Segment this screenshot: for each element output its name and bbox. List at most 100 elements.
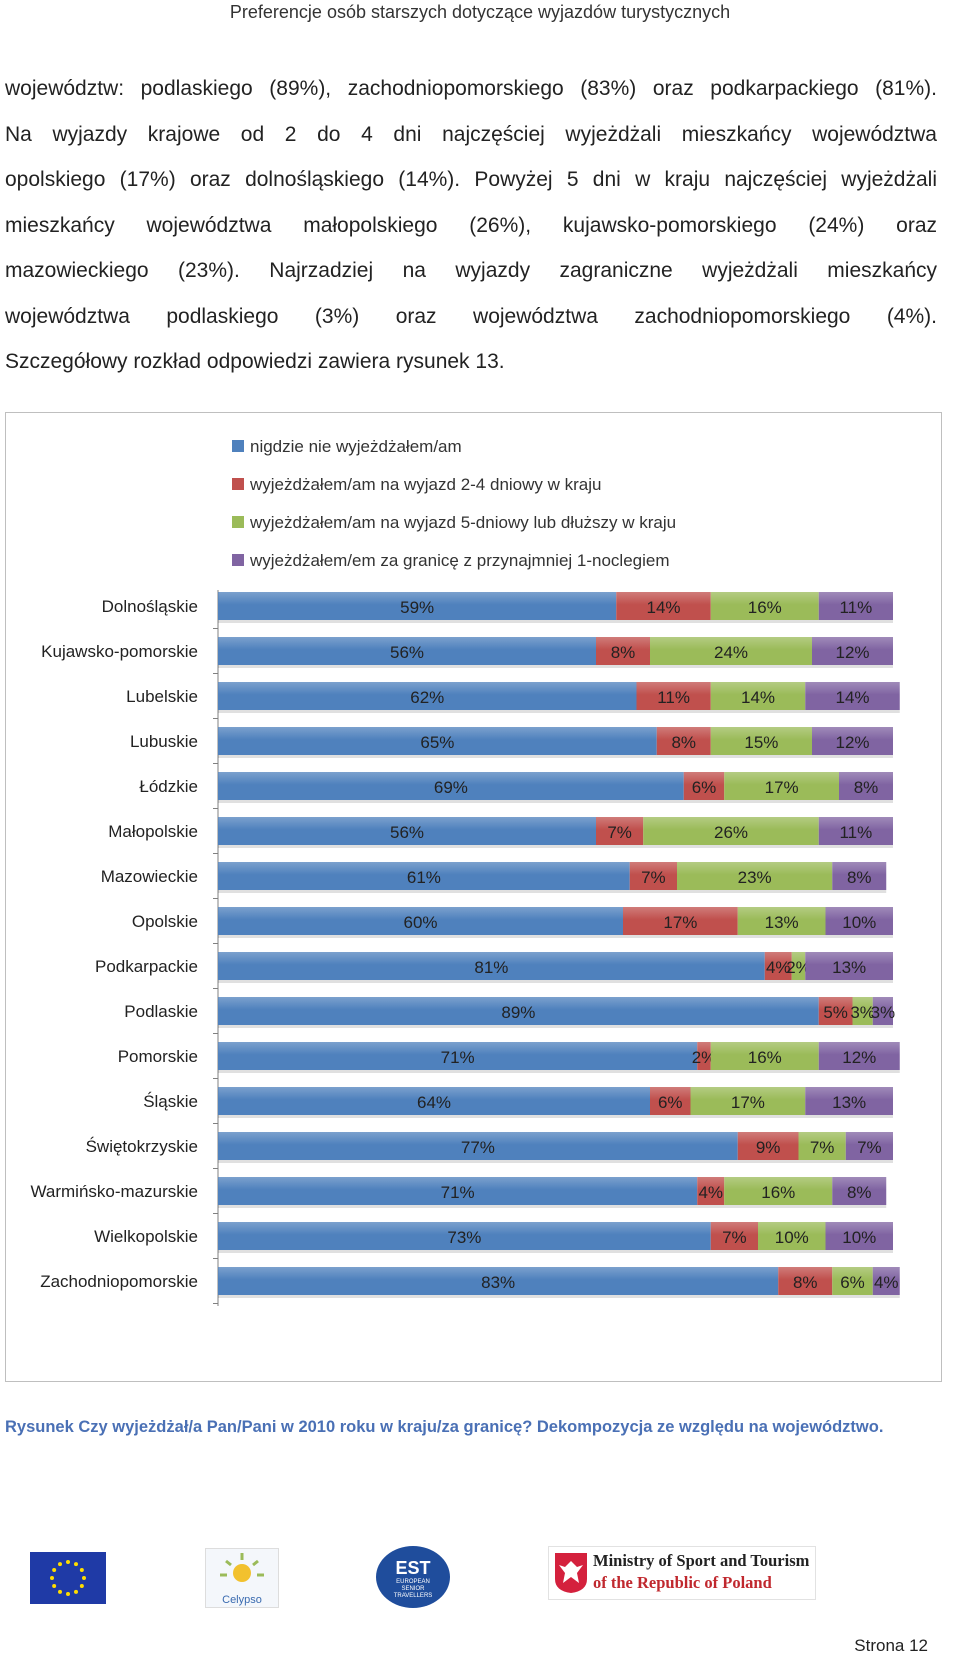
bar-shadow xyxy=(218,1160,738,1163)
bar-segment xyxy=(690,1087,806,1115)
category-label: Mazowieckie xyxy=(101,867,198,886)
data-label: 69% xyxy=(434,778,468,797)
bar-shadow xyxy=(737,1160,799,1163)
bar-segment xyxy=(218,592,617,620)
bar-shadow xyxy=(616,620,711,623)
data-label: 4% xyxy=(698,1183,723,1202)
bar-shadow xyxy=(710,1070,819,1073)
legend-swatch xyxy=(232,553,244,566)
data-label: 64% xyxy=(417,1093,451,1112)
bar-shadow xyxy=(724,800,839,803)
ministry-line2: of the Republic of Poland xyxy=(593,1573,772,1592)
data-label: 12% xyxy=(835,733,869,752)
data-label: 73% xyxy=(447,1228,481,1247)
bar-segment xyxy=(832,862,887,890)
category-label: Lubuskie xyxy=(130,732,198,751)
bar-segment xyxy=(818,592,893,620)
bar-shadow xyxy=(218,1205,698,1208)
bar-segment xyxy=(218,907,623,935)
data-label: 7% xyxy=(857,1138,882,1157)
data-label: 17% xyxy=(663,913,697,932)
legend-item: wyjeżdżałem/em za granicę z przynajmniej… xyxy=(232,551,670,571)
bar-segment xyxy=(656,727,711,755)
bar-segment xyxy=(825,907,893,935)
bar-shadow xyxy=(778,1295,833,1298)
data-label: 13% xyxy=(832,958,866,977)
eu-star xyxy=(52,1584,57,1588)
bar-shadow xyxy=(218,1115,650,1118)
bar-segment xyxy=(643,817,819,845)
bar-segment xyxy=(623,907,738,935)
bar-segment xyxy=(778,1267,833,1295)
data-label: 11% xyxy=(657,688,690,707)
bar-shadow xyxy=(218,890,630,893)
bar-segment xyxy=(737,907,826,935)
bar-shadow xyxy=(832,1295,873,1298)
bar-shadow xyxy=(218,710,637,713)
bar-shadow xyxy=(805,1115,893,1118)
category-label: Warmińsko-mazurskie xyxy=(30,1182,198,1201)
data-label: 8% xyxy=(793,1273,818,1292)
paragraph-line: opolskiego (17%) oraz dolnośląskiego (14… xyxy=(5,168,937,191)
data-label: 9% xyxy=(756,1138,781,1157)
data-label: 56% xyxy=(390,823,424,842)
bar-shadow xyxy=(218,800,684,803)
data-label: 2% xyxy=(692,1048,717,1067)
ministry-line1: Ministry of Sport and Tourism xyxy=(593,1551,810,1570)
paragraph-line: Szczegółowy rozkład odpowiedzi zawiera r… xyxy=(5,350,505,373)
ministry-logo: Ministry of Sport and Tourism of the Rep… xyxy=(548,1546,816,1600)
bar-segment xyxy=(839,772,893,800)
bar-shadow xyxy=(710,755,812,758)
bar-segment xyxy=(629,862,677,890)
bar-segment xyxy=(812,637,893,665)
bar-shadow xyxy=(697,1205,725,1208)
category-label: Łódzkie xyxy=(139,777,198,796)
bar-shadow xyxy=(218,1250,711,1253)
est-logo: EST EUROPEAN SENIOR TRAVELLERS xyxy=(376,1546,450,1608)
bar-shadow xyxy=(643,845,819,848)
paragraph-line: mieszkańcy województwa małopolskiego (26… xyxy=(5,213,937,237)
bar-segment xyxy=(791,952,806,980)
bar-shadow xyxy=(818,1070,900,1073)
data-label: 8% xyxy=(847,868,872,887)
eu-star xyxy=(66,1592,70,1596)
bar-segment xyxy=(218,1087,650,1115)
bar-segment xyxy=(805,952,893,980)
category-label: Śląskie xyxy=(143,1092,198,1111)
bar-segment xyxy=(616,592,711,620)
est-subtitle: EUROPEAN SENIOR TRAVELLERS xyxy=(393,1579,433,1599)
page-header: Preferencje osób starszych dotyczące wyj… xyxy=(229,2,731,22)
legend-item: wyjeżdżałem/am na wyjazd 2-4 dniowy w kr… xyxy=(232,475,601,495)
bar-shadow xyxy=(818,845,893,848)
bar-segment xyxy=(825,1222,893,1250)
data-label: 13% xyxy=(765,913,799,932)
paragraph-line: województwa podlaskiego (3%) oraz wojewó… xyxy=(5,304,937,328)
legend-swatch xyxy=(232,515,244,528)
bar-segment xyxy=(798,1132,846,1160)
data-label: 71% xyxy=(441,1048,475,1067)
bar-shadow xyxy=(596,665,650,668)
bar-shadow xyxy=(852,1025,873,1028)
bar-segment xyxy=(636,682,711,710)
legend-label: wyjeżdżałem/em za granicę z przynajmniej… xyxy=(250,551,670,570)
bar-segment xyxy=(218,1222,711,1250)
bar-segment xyxy=(697,1042,711,1070)
category-label: Wielkopolskie xyxy=(94,1227,198,1246)
celypso-sun-icon xyxy=(220,1553,264,1582)
bar-segment xyxy=(710,592,819,620)
bar-shadow xyxy=(218,620,617,623)
data-label: 83% xyxy=(481,1273,515,1292)
bar-shadow xyxy=(623,935,738,938)
bar-shadow xyxy=(218,1295,779,1298)
data-label: 56% xyxy=(390,643,424,662)
data-label: 17% xyxy=(731,1093,765,1112)
data-label: 7% xyxy=(607,823,632,842)
data-label: 10% xyxy=(842,913,876,932)
data-label: 61% xyxy=(407,868,441,887)
data-label: 7% xyxy=(641,868,666,887)
bar-segment xyxy=(710,682,806,710)
eu-star xyxy=(74,1562,78,1567)
bar-segment xyxy=(818,1042,900,1070)
bar-shadow xyxy=(818,1025,853,1028)
data-label: 8% xyxy=(854,778,879,797)
